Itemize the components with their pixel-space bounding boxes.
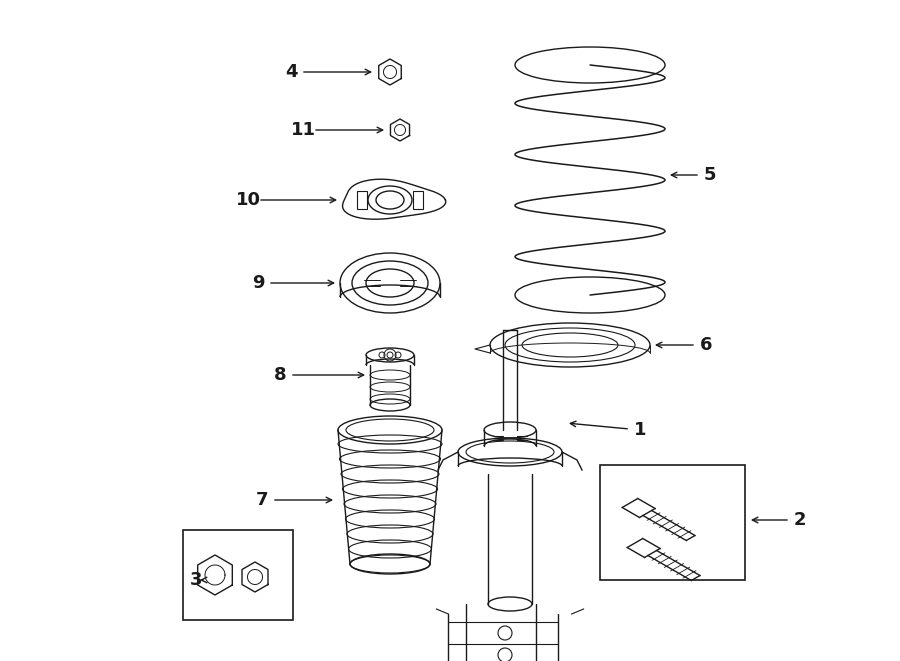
Text: 10: 10 — [236, 191, 260, 209]
Text: 11: 11 — [291, 121, 316, 139]
Text: 8: 8 — [274, 366, 286, 384]
Text: 9: 9 — [252, 274, 265, 292]
Bar — [183, 530, 293, 620]
Text: 2: 2 — [794, 511, 806, 529]
Text: 1: 1 — [634, 421, 646, 439]
Text: 4: 4 — [284, 63, 297, 81]
Text: 3: 3 — [190, 571, 203, 589]
Bar — [600, 465, 745, 580]
Bar — [413, 191, 423, 209]
Text: 6: 6 — [700, 336, 712, 354]
Bar — [357, 191, 367, 209]
Text: 7: 7 — [256, 491, 268, 509]
Text: 5: 5 — [704, 166, 716, 184]
